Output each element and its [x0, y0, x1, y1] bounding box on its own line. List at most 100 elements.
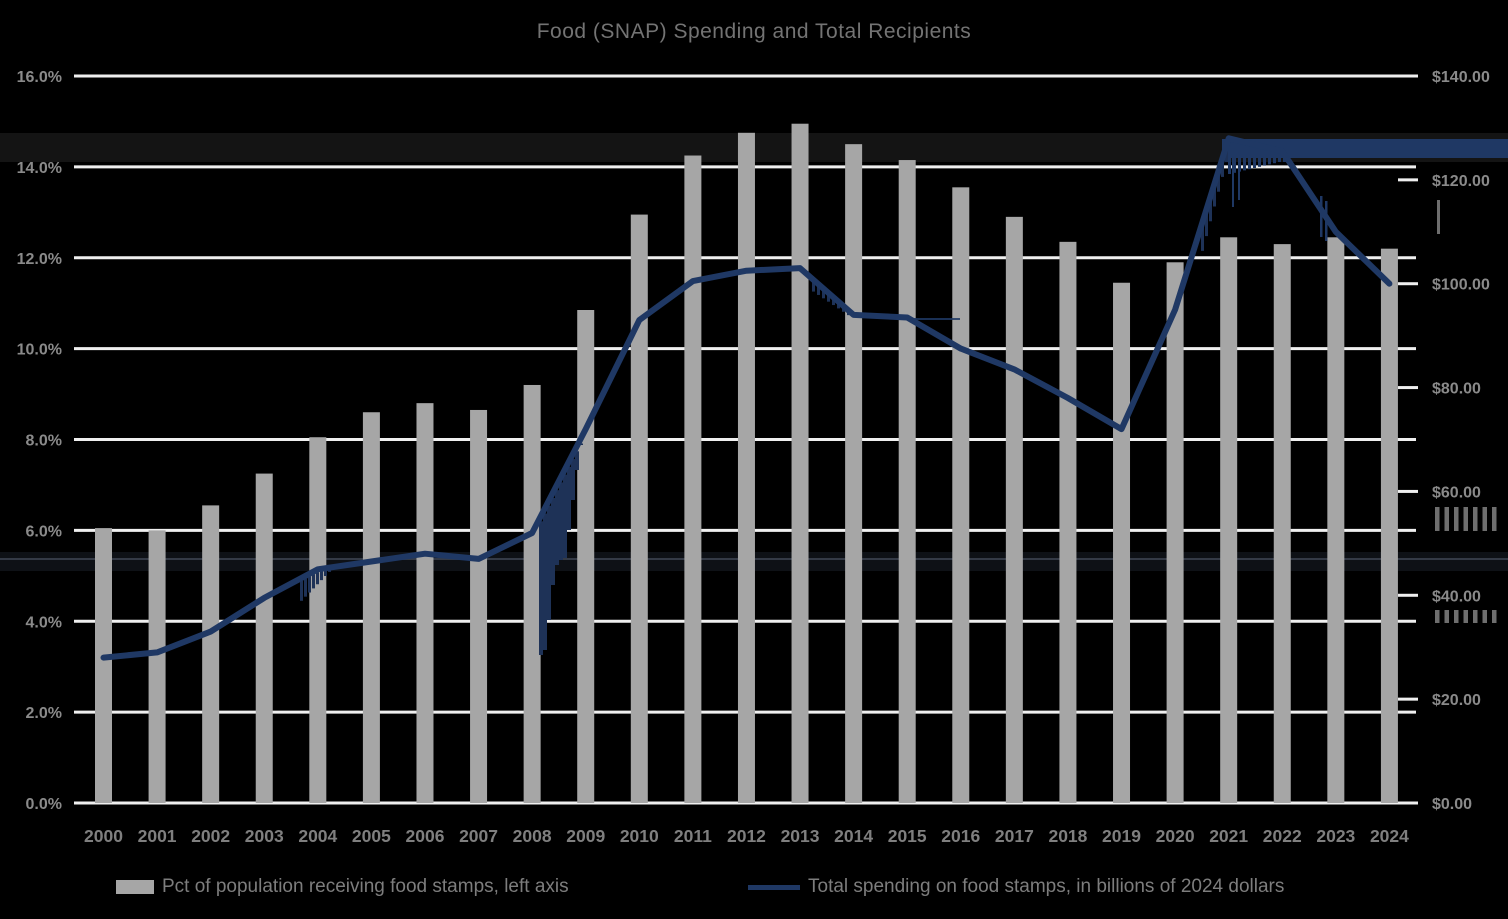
year-label-2007: 2007 [459, 826, 498, 846]
right-axis-label-$140.00: $140.00 [1432, 69, 1490, 86]
left-axis-label-4.0%: 4.0% [26, 614, 62, 631]
bar-2015 [898, 160, 916, 803]
artifact-stairs-2021 [1213, 188, 1216, 207]
year-label-2017: 2017 [995, 826, 1034, 846]
bar-2020 [1166, 262, 1184, 803]
right-tick-40 [1398, 593, 1418, 597]
artifact-stairs-2014 [837, 303, 840, 309]
artifact-stairs-2021 [1205, 214, 1208, 237]
left-axis-label-10.0%: 10.0% [17, 342, 62, 359]
bar-2009 [577, 310, 595, 803]
artifact-barcode-60 [1482, 507, 1487, 531]
artifact-stairs-2021 [1217, 175, 1220, 192]
year-label-2024: 2024 [1370, 826, 1409, 846]
artifact-stairs-2014 [822, 290, 825, 299]
right-axis-label-$80.00: $80.00 [1432, 381, 1481, 398]
right-tick-120 [1398, 178, 1418, 182]
bar-2007 [470, 409, 488, 803]
artifact-barcode-40 [1463, 610, 1468, 623]
artifact-sawtooth [1243, 158, 1246, 171]
gridline-16pct [74, 74, 1416, 78]
year-label-2020: 2020 [1156, 826, 1195, 846]
year-label-2003: 2003 [245, 826, 284, 846]
artifact-stairs-2009 [543, 513, 547, 650]
left-axis-label-0.0%: 0.0% [26, 796, 62, 813]
artifact-sawtooth [1228, 158, 1231, 174]
artifact-sawtooth [1278, 158, 1281, 162]
year-label-2023: 2023 [1316, 826, 1355, 846]
right-axis-label-$20.00: $20.00 [1432, 692, 1481, 709]
bar-series-swatch-icon [116, 880, 154, 894]
artifact-stairs-2014 [827, 294, 830, 302]
spending-line [100, 135, 1393, 661]
bar-2004 [309, 437, 327, 803]
artifact-barcode-60 [1444, 507, 1449, 531]
right-axis-label-$40.00: $40.00 [1432, 588, 1481, 605]
chart-title: Food (SNAP) Spending and Total Recipient… [536, 20, 972, 43]
legend: Pct of population receiving food stamps,… [0, 872, 1508, 902]
bar-2003 [255, 473, 273, 803]
year-label-2014: 2014 [834, 826, 873, 846]
artifact-strand-2023 [1320, 196, 1323, 237]
artifact-stairs-2004 [324, 567, 327, 576]
artifact-stairs-2009 [563, 474, 567, 558]
legend-item-bars: Pct of population receiving food stamps,… [116, 872, 569, 902]
year-label-2022: 2022 [1263, 826, 1302, 846]
artifact-stairs-2009 [575, 451, 579, 470]
artifact-stairs-2004 [320, 570, 323, 581]
artifact-barcode-60 [1454, 507, 1459, 531]
artifact-stairs-2004 [316, 572, 319, 585]
year-label-2019: 2019 [1102, 826, 1141, 846]
artifact-barcode-40 [1482, 610, 1487, 623]
year-label-2021: 2021 [1209, 826, 1248, 846]
bar-2014 [845, 144, 863, 803]
year-label-2018: 2018 [1048, 826, 1087, 846]
artifact-stairs-2009 [547, 505, 551, 620]
artifact-barcode-40 [1454, 610, 1459, 623]
artifact-stairs-2021 [1201, 226, 1204, 251]
bar-2006 [416, 403, 434, 803]
right-tick-80 [1398, 386, 1418, 390]
artifact-sawtooth [1253, 158, 1256, 168]
bar-2018 [1059, 241, 1077, 804]
legend-label-bars: Pct of population receiving food stamps,… [162, 876, 569, 897]
artifact-barcode-60 [1463, 507, 1468, 531]
left-axis-label-14.0%: 14.0% [17, 160, 62, 177]
legend-item-line: Total spending on food stamps, in billio… [748, 872, 1284, 902]
right-axis-label-$100.00: $100.00 [1432, 277, 1490, 294]
right-tick-60 [1398, 489, 1418, 493]
artifact-strand [1232, 158, 1234, 207]
year-label-2013: 2013 [781, 826, 820, 846]
bar-2022 [1273, 244, 1291, 803]
line-series-swatch-icon [748, 884, 800, 890]
artifact-barcode-60 [1473, 507, 1478, 531]
bar-2019 [1113, 282, 1131, 804]
bar-2001 [148, 530, 166, 803]
artifact-stairs-2004 [308, 576, 311, 593]
artifact-stairs-2021 [1209, 201, 1212, 222]
right-tick-100 [1398, 282, 1418, 286]
left-axis-label-12.0%: 12.0% [17, 251, 62, 268]
artifact-barcode-60 [1435, 507, 1440, 531]
year-label-2015: 2015 [888, 826, 927, 846]
artifact-barcode-120 [1437, 200, 1440, 234]
artifact-barcode-40 [1435, 610, 1440, 623]
year-label-2012: 2012 [727, 826, 766, 846]
year-label-2005: 2005 [352, 826, 391, 846]
bar-2023 [1327, 237, 1345, 804]
bar-2011 [684, 155, 702, 803]
right-axis-label-$120.00: $120.00 [1432, 173, 1490, 190]
artifact-barcode-40 [1444, 610, 1449, 623]
artifact-stairs-2009 [571, 459, 575, 500]
artifact-stairs-2009 [567, 466, 571, 530]
artifact-stairs-2004 [304, 578, 307, 597]
left-axis-label-16.0%: 16.0% [17, 69, 62, 86]
artifact-sawtooth [1248, 158, 1251, 170]
artifact-stairs-2004 [300, 580, 303, 601]
bar-2017 [1005, 216, 1023, 803]
bar-2000 [95, 528, 112, 803]
year-label-2006: 2006 [406, 826, 445, 846]
right-tick-0 [1398, 801, 1418, 805]
artifact-stairs-2009 [559, 482, 563, 560]
